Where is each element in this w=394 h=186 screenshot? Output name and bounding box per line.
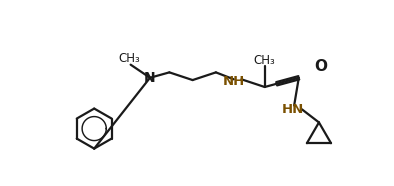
Text: CH₃: CH₃ [254,54,275,67]
Text: NH: NH [223,75,245,88]
Text: N: N [144,71,156,85]
Text: CH₃: CH₃ [118,52,140,65]
Text: HN: HN [281,103,304,116]
Text: O: O [314,60,327,74]
